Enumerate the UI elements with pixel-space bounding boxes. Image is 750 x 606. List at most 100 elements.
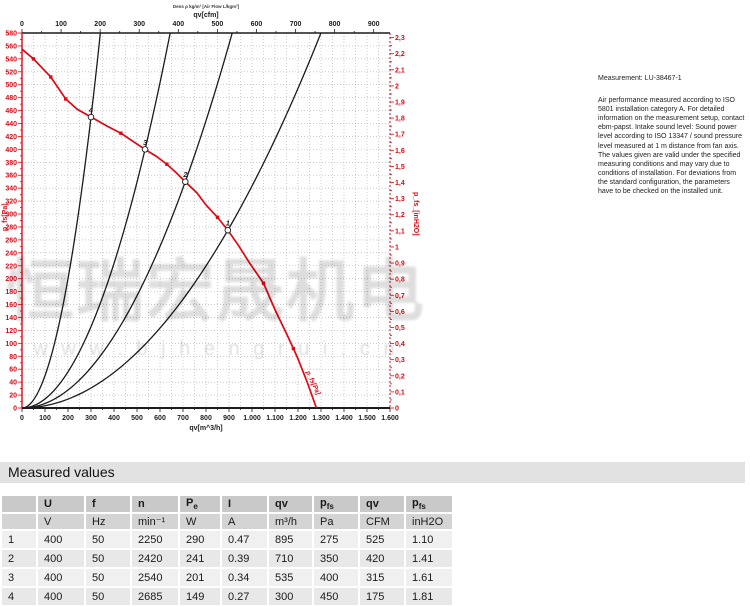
left-axis-tick-label: 500 bbox=[5, 82, 17, 89]
table-cell: 400 bbox=[38, 588, 84, 606]
table-cell: 420 bbox=[360, 550, 404, 568]
bottom-axis-tick-label: 400 bbox=[108, 415, 120, 422]
top-axis-tick-label: 800 bbox=[329, 21, 341, 28]
top-axis-tick-label: 600 bbox=[251, 21, 263, 28]
column-unit: inH2O bbox=[406, 514, 452, 530]
column-header: qv bbox=[269, 496, 312, 513]
right-axis-tick-label: 2,1 bbox=[395, 67, 405, 74]
bottom-axis-tick-label: 100 bbox=[39, 415, 51, 422]
top-axis-tick-label: 400 bbox=[172, 21, 184, 28]
system-resistance-curve bbox=[21, 32, 233, 409]
table-cell: 350 bbox=[314, 550, 358, 568]
right-axis-tick-label: 1,6 bbox=[395, 148, 405, 155]
left-axis-tick-label: 180 bbox=[5, 289, 17, 296]
table-row: 2 400 50 2420 241 0.39 710 350 420 1.41 bbox=[2, 550, 452, 568]
left-axis-tick-label: 260 bbox=[5, 237, 17, 244]
left-axis-tick-label: 580 bbox=[5, 31, 17, 38]
column-unit: CFM bbox=[360, 514, 404, 530]
measurement-point-marker bbox=[261, 281, 266, 285]
table-cell: 2 bbox=[2, 550, 36, 568]
bottom-axis-tick-label: 1.500 bbox=[358, 415, 376, 422]
table-cell: 400 bbox=[314, 569, 358, 587]
table-cell: 2540 bbox=[132, 569, 178, 587]
left-axis-tick-label: 340 bbox=[5, 186, 17, 193]
table-row: 1 400 50 2250 290 0.47 895 275 525 1.10 bbox=[2, 531, 452, 549]
measurement-notes: Air performance measured according to IS… bbox=[598, 97, 745, 196]
left-axis-tick-label: 40 bbox=[9, 380, 17, 387]
right-axis-title: p_fs_[inH2O] bbox=[412, 192, 419, 236]
fan-pressure-curve bbox=[21, 48, 318, 409]
right-axis-tick-label: 1,9 bbox=[395, 100, 405, 107]
right-axis-tick-label: 0,3 bbox=[395, 357, 405, 364]
table-cell: 0.27 bbox=[222, 588, 267, 606]
column-header: pfs bbox=[314, 496, 358, 513]
top-axis-tick-label: 0 bbox=[20, 21, 24, 28]
measured-values-title: Measured values bbox=[8, 464, 115, 480]
right-axis-tick-label: 1,5 bbox=[395, 164, 405, 171]
left-axis-tick-label: 440 bbox=[5, 121, 17, 128]
table-cell: 895 bbox=[269, 531, 312, 549]
left-axis-tick-label: 60 bbox=[9, 367, 17, 374]
measurement-point-marker bbox=[49, 75, 53, 79]
table-cell: 290 bbox=[180, 531, 220, 549]
operating-point-marker bbox=[224, 226, 232, 234]
top-axis-tick-label: 100 bbox=[55, 21, 67, 28]
operating-point-marker bbox=[87, 113, 95, 121]
top-axis-tick-label: 500 bbox=[212, 21, 224, 28]
measurement-point-marker bbox=[31, 57, 36, 61]
fan-performance-chart: 0 100 200 300 400 500 600 700 800 900 0 100 200 300 40… bbox=[0, 0, 440, 436]
operating-point-marker bbox=[182, 178, 189, 185]
table-cell: 535 bbox=[269, 569, 312, 587]
table-cell: 1.10 bbox=[406, 531, 452, 549]
operating-point-label: 1 bbox=[226, 219, 230, 228]
bottom-axis-tick-label: 200 bbox=[62, 415, 74, 422]
table-cell: 400 bbox=[38, 531, 84, 549]
top-axis-tick-label: 300 bbox=[133, 21, 145, 28]
left-axis-tick-label: 0 bbox=[13, 406, 17, 413]
right-axis-tick-label: 0,8 bbox=[395, 277, 405, 284]
right-axis-tick-label: 1,2 bbox=[395, 212, 405, 219]
operating-point-label: 2 bbox=[182, 170, 188, 179]
chart-density-header: Dens ρ kg/m³ [Air Flow L/kgm³] bbox=[173, 4, 240, 9]
column-unit bbox=[2, 514, 36, 530]
operating-point-marker bbox=[141, 146, 149, 153]
column-header: n bbox=[132, 496, 178, 513]
left-axis-tick-label: 320 bbox=[5, 199, 17, 206]
left-axis-title: p_fs[Pa] bbox=[2, 203, 9, 231]
bottom-axis-tick-label: 1.100 bbox=[266, 415, 284, 422]
left-axis-tick-label: 160 bbox=[5, 302, 17, 309]
bottom-axis-tick-label: 1.400 bbox=[335, 415, 353, 422]
right-axis-tick-label: 0 bbox=[395, 406, 399, 413]
left-axis-tick-label: 420 bbox=[5, 134, 17, 141]
bottom-axis-tick-label: 300 bbox=[85, 415, 97, 422]
left-axis-tick-label: 360 bbox=[5, 173, 17, 180]
table-cell: 400 bbox=[38, 550, 84, 568]
operating-point-label: 3 bbox=[143, 138, 148, 147]
table-cell: 400 bbox=[38, 569, 84, 587]
operating-point-label: 4 bbox=[88, 106, 94, 115]
column-header bbox=[2, 496, 36, 513]
left-axis-tick-label: 460 bbox=[5, 108, 17, 115]
right-axis-tick-label: 0,4 bbox=[395, 341, 405, 348]
left-axis-tick-label: 300 bbox=[5, 212, 17, 219]
left-axis-tick-label: 20 bbox=[9, 393, 17, 400]
table-cell: 2420 bbox=[132, 550, 178, 568]
left-axis-tick-label: 140 bbox=[5, 315, 17, 322]
measurement-point-marker bbox=[64, 97, 68, 101]
table-cell: 175 bbox=[360, 588, 404, 606]
bottom-axis-tick-label: 0 bbox=[20, 415, 24, 422]
table-cell: 4 bbox=[2, 588, 36, 606]
right-axis-tick-label: 1,8 bbox=[395, 116, 405, 123]
column-header: pfs bbox=[406, 496, 452, 513]
left-axis-tick-label: 520 bbox=[5, 69, 17, 76]
bottom-axis-title: qv[m^3/h] bbox=[189, 424, 222, 432]
column-header: U bbox=[38, 496, 84, 513]
table-cell: 0.47 bbox=[222, 531, 267, 549]
measurement-id: Measurement: LU-38467-1 bbox=[598, 75, 682, 82]
table-row: 3 400 50 2540 201 0.34 535 400 315 1.61 bbox=[2, 569, 452, 587]
left-axis-tick-label: 80 bbox=[9, 354, 17, 361]
table-cell: 300 bbox=[269, 588, 312, 606]
column-unit: A bbox=[222, 514, 267, 530]
